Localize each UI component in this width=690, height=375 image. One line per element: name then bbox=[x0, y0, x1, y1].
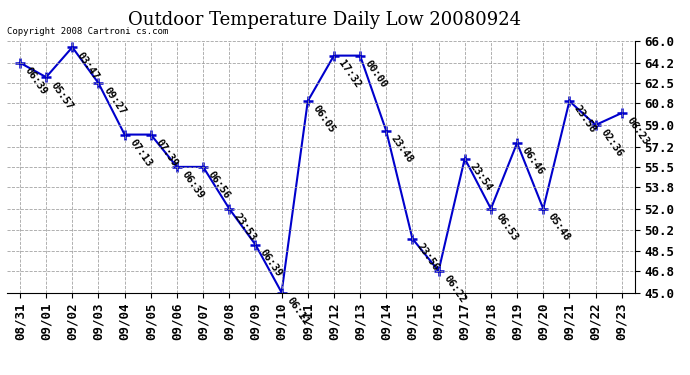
Text: 09:27: 09:27 bbox=[101, 86, 128, 117]
Text: 23:53: 23:53 bbox=[232, 211, 258, 243]
Text: 07:39: 07:39 bbox=[154, 137, 179, 169]
Text: 07:13: 07:13 bbox=[128, 137, 153, 169]
Text: 17:32: 17:32 bbox=[337, 58, 363, 90]
Text: 06:22: 06:22 bbox=[442, 274, 467, 305]
Text: 06:11: 06:11 bbox=[284, 295, 310, 327]
Text: 06:39: 06:39 bbox=[23, 66, 49, 97]
Text: Outdoor Temperature Daily Low 20080924: Outdoor Temperature Daily Low 20080924 bbox=[128, 11, 521, 29]
Text: 06:53: 06:53 bbox=[493, 211, 520, 243]
Text: 00:00: 00:00 bbox=[363, 58, 389, 90]
Text: 23:56: 23:56 bbox=[415, 242, 442, 273]
Text: 06:46: 06:46 bbox=[520, 146, 546, 177]
Text: 23:54: 23:54 bbox=[468, 161, 493, 193]
Text: Copyright 2008 Cartroni cs.com: Copyright 2008 Cartroni cs.com bbox=[7, 27, 168, 36]
Text: 06:05: 06:05 bbox=[310, 104, 337, 135]
Text: 06:39: 06:39 bbox=[258, 248, 284, 279]
Text: 23:58: 23:58 bbox=[572, 104, 598, 135]
Text: 03:47: 03:47 bbox=[75, 50, 101, 81]
Text: 02:36: 02:36 bbox=[598, 128, 624, 159]
Text: 06:23: 06:23 bbox=[624, 116, 651, 147]
Text: 06:56: 06:56 bbox=[206, 170, 232, 201]
Text: 05:48: 05:48 bbox=[546, 211, 572, 243]
Text: 23:48: 23:48 bbox=[389, 134, 415, 165]
Text: 06:39: 06:39 bbox=[179, 170, 206, 201]
Text: 05:57: 05:57 bbox=[49, 80, 75, 111]
